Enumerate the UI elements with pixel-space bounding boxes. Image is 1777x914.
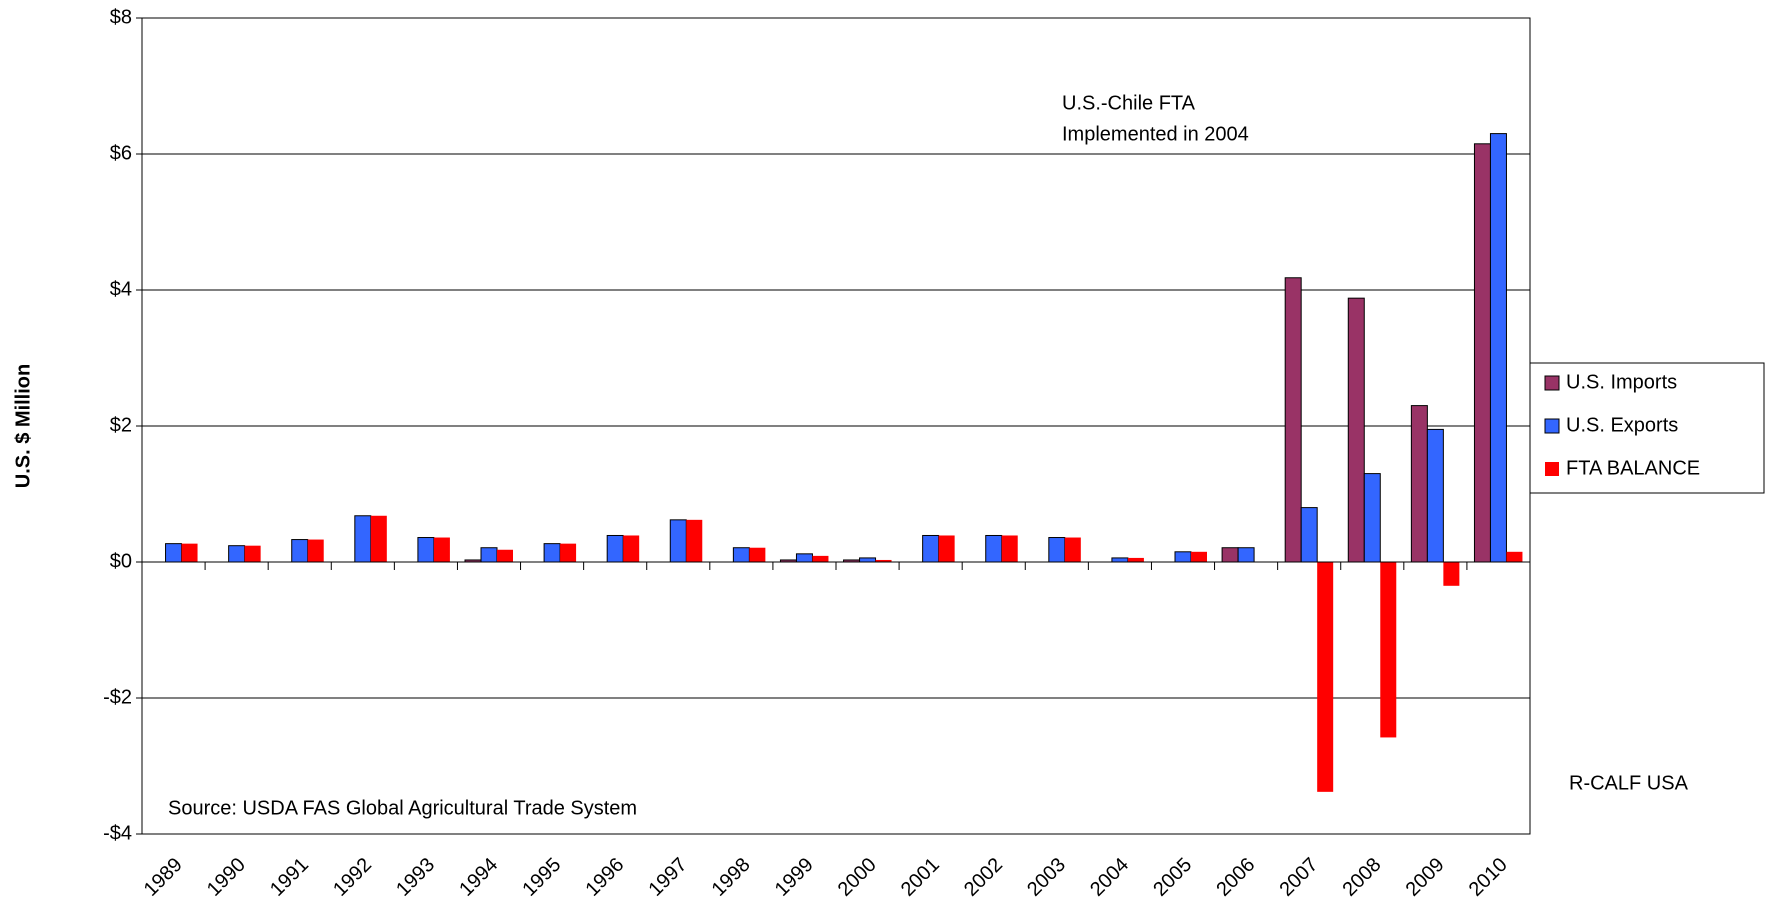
bar	[1284, 277, 1302, 563]
bar	[543, 543, 561, 563]
bar	[938, 535, 955, 562]
legend-box	[1529, 362, 1765, 494]
legend-label: U.S. Exports	[1566, 414, 1678, 436]
y-tick-label: $6	[110, 142, 132, 164]
y-tick-label: $2	[110, 414, 132, 436]
legend-swatch	[1544, 375, 1560, 391]
bar	[354, 515, 372, 563]
bar	[1489, 133, 1507, 563]
y-tick-label: $0	[110, 550, 132, 572]
bar	[1300, 507, 1318, 563]
bar	[1001, 535, 1018, 562]
bar	[1064, 537, 1081, 562]
bar	[1363, 473, 1381, 563]
bar	[1048, 537, 1066, 563]
y-tick-label: -$4	[103, 822, 132, 844]
legend-label: U.S. Imports	[1566, 371, 1677, 393]
bar	[181, 543, 198, 562]
legend-swatch	[1545, 462, 1559, 476]
bar	[560, 543, 577, 562]
bar	[985, 534, 1003, 563]
bar	[1174, 551, 1192, 563]
bar	[1506, 551, 1523, 562]
bar	[1426, 428, 1444, 563]
bar	[497, 549, 513, 562]
bar	[606, 534, 624, 563]
bar	[370, 515, 387, 562]
bar	[228, 545, 246, 563]
bar	[669, 519, 687, 563]
legend-label: FTA BALANCE	[1566, 457, 1700, 479]
y-axis-title: U.S. $ Million	[12, 364, 34, 488]
bar	[749, 547, 766, 562]
bar	[165, 543, 183, 563]
bar	[859, 557, 877, 563]
bar	[1221, 547, 1239, 563]
bar	[1473, 143, 1491, 563]
credit: R-CALF USA	[1569, 772, 1689, 794]
bar	[480, 547, 498, 563]
annotation: U.S.-Chile FTA	[1062, 92, 1196, 114]
bar	[244, 545, 261, 562]
bar	[1443, 562, 1460, 586]
bar	[1127, 557, 1144, 562]
source-note: Source: USDA FAS Global Agricultural Tra…	[168, 797, 637, 819]
bar	[417, 537, 435, 563]
bar	[1237, 547, 1255, 563]
bar	[1111, 557, 1129, 563]
y-tick-label: -$2	[103, 686, 132, 708]
y-tick-label: $8	[110, 6, 132, 28]
y-tick-label: $4	[110, 278, 132, 300]
bar	[1191, 551, 1207, 562]
bar	[1380, 562, 1397, 738]
bar	[875, 559, 892, 562]
legend-swatch	[1544, 418, 1560, 434]
bar	[922, 534, 940, 563]
bar	[1347, 297, 1365, 563]
bar	[623, 535, 640, 562]
bar	[1317, 562, 1334, 792]
annotation: Implemented in 2004	[1062, 123, 1249, 145]
bar	[307, 539, 324, 562]
bar	[433, 537, 450, 562]
bar	[291, 539, 309, 563]
bar	[686, 519, 703, 562]
bar	[812, 555, 829, 562]
bar	[732, 547, 750, 563]
bar	[1410, 405, 1428, 563]
bar	[795, 553, 813, 563]
